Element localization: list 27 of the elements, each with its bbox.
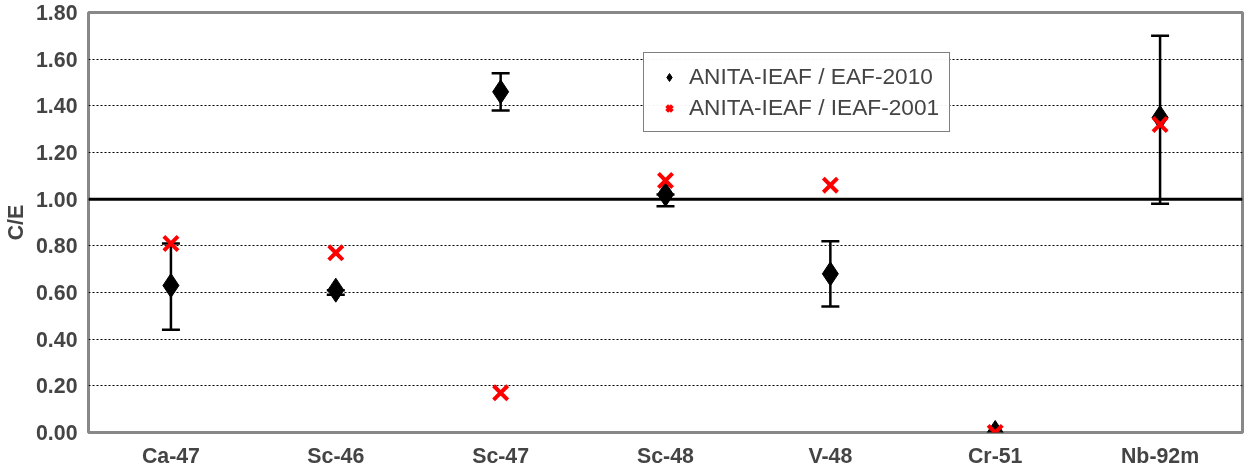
point [162,273,180,298]
y-tick-label: 0.60 [35,281,78,305]
y-tick-label: 1.60 [35,47,78,72]
point [161,234,180,253]
y-tick-label: 1.40 [35,94,78,119]
x-tick-label: Cr-51 [967,443,1023,468]
x-tick-label: Nb-92m [1120,443,1200,468]
y-tick-label: 1.00 [35,187,78,212]
y-tick-label: 0.20 [35,374,78,399]
legend-label: ANITA-IEAF / IEAF-2001 [689,94,940,121]
point [656,171,675,190]
y-tick-label: 1.20 [35,141,78,165]
y-tick-label: 0.00 [35,421,78,445]
x-tick-label: Sc-48 [637,443,695,468]
point [1151,115,1170,134]
y-axis-title: C/E [3,204,28,241]
legend-label: ANITA-IEAF / EAF-2010 [689,63,933,90]
point [491,383,510,402]
y-tick-label: 0.40 [35,327,78,352]
point [326,243,345,262]
x-tick-label: Sc-46 [307,443,365,468]
y-tick-label: 1.80 [35,1,78,25]
x-tick-label: V-48 [808,443,853,468]
x-tick-label: Ca-47 [141,443,200,468]
point [821,176,840,195]
y-tick-label: 0.80 [35,234,78,259]
x-tick-label: Sc-47 [472,443,530,468]
